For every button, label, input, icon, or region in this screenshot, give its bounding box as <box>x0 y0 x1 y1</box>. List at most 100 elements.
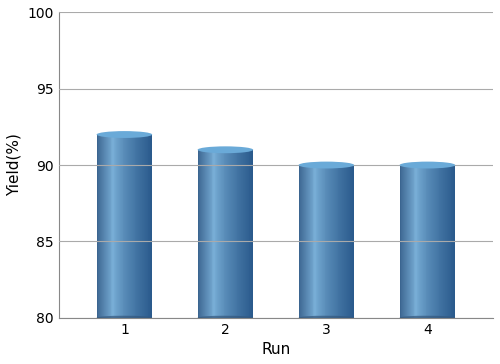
Bar <box>207 150 208 318</box>
Bar <box>305 165 306 318</box>
Bar <box>216 150 217 318</box>
Y-axis label: Yield(%): Yield(%) <box>7 134 22 197</box>
Bar <box>232 150 233 318</box>
Bar <box>96 135 98 318</box>
Bar <box>419 165 420 318</box>
Ellipse shape <box>198 146 253 153</box>
Bar <box>230 150 231 318</box>
Bar <box>341 165 342 318</box>
Bar <box>233 150 234 318</box>
Bar <box>328 165 329 318</box>
Bar <box>343 165 344 318</box>
Bar <box>148 135 150 318</box>
Ellipse shape <box>198 316 253 320</box>
Bar <box>129 135 130 318</box>
Bar <box>103 135 104 318</box>
Bar <box>428 165 430 318</box>
Bar <box>352 165 353 318</box>
Bar <box>146 135 148 318</box>
Bar <box>205 150 206 318</box>
Bar <box>434 165 435 318</box>
Bar <box>340 165 341 318</box>
Bar <box>238 150 240 318</box>
Bar <box>236 150 238 318</box>
Bar <box>198 150 200 318</box>
Bar <box>107 135 108 318</box>
Bar <box>408 165 409 318</box>
Bar <box>104 135 105 318</box>
Bar <box>440 165 442 318</box>
Bar <box>248 150 250 318</box>
Bar <box>136 135 138 318</box>
Bar <box>210 150 212 318</box>
Bar <box>430 165 431 318</box>
Bar <box>231 150 232 318</box>
Bar <box>346 165 347 318</box>
Bar <box>240 150 241 318</box>
Bar <box>122 135 124 318</box>
Bar <box>130 135 131 318</box>
Bar <box>316 165 317 318</box>
Bar <box>229 150 230 318</box>
Bar <box>138 135 139 318</box>
Bar <box>110 135 112 318</box>
Bar <box>214 150 215 318</box>
Bar <box>402 165 404 318</box>
Bar <box>318 165 319 318</box>
Bar <box>118 135 119 318</box>
Bar <box>244 150 245 318</box>
Bar <box>416 165 417 318</box>
Bar <box>338 165 340 318</box>
Bar <box>119 135 120 318</box>
Bar <box>134 135 136 318</box>
Bar <box>422 165 423 318</box>
Bar <box>300 165 302 318</box>
Bar <box>228 150 229 318</box>
Bar <box>410 165 412 318</box>
Bar <box>243 150 244 318</box>
Bar <box>102 135 103 318</box>
Bar <box>126 135 127 318</box>
Bar <box>320 165 321 318</box>
Bar <box>100 135 101 318</box>
Bar <box>308 165 309 318</box>
Bar <box>333 165 334 318</box>
Ellipse shape <box>96 131 152 138</box>
Bar <box>203 150 204 318</box>
Bar <box>151 135 152 318</box>
Bar <box>227 150 228 318</box>
Bar <box>221 150 222 318</box>
Bar <box>306 165 307 318</box>
Bar <box>116 135 117 318</box>
Bar <box>131 135 132 318</box>
Bar <box>226 150 227 318</box>
Bar <box>433 165 434 318</box>
Bar <box>331 165 332 318</box>
Bar <box>432 165 433 318</box>
Bar <box>143 135 144 318</box>
Bar <box>112 135 114 318</box>
Bar <box>132 135 134 318</box>
Bar <box>400 165 402 318</box>
Bar <box>142 135 143 318</box>
Bar <box>208 150 210 318</box>
Bar <box>246 150 248 318</box>
Bar <box>436 165 438 318</box>
Bar <box>319 165 320 318</box>
Bar <box>452 165 454 318</box>
Bar <box>426 165 428 318</box>
Bar <box>144 135 145 318</box>
Bar <box>414 165 416 318</box>
Bar <box>215 150 216 318</box>
Bar <box>438 165 440 318</box>
Bar <box>114 135 115 318</box>
Bar <box>344 165 345 318</box>
Bar <box>98 135 100 318</box>
Bar <box>406 165 407 318</box>
Bar <box>330 165 331 318</box>
Bar <box>250 150 252 318</box>
Bar <box>420 165 421 318</box>
Bar <box>220 150 221 318</box>
Bar <box>309 165 310 318</box>
Bar <box>234 150 236 318</box>
